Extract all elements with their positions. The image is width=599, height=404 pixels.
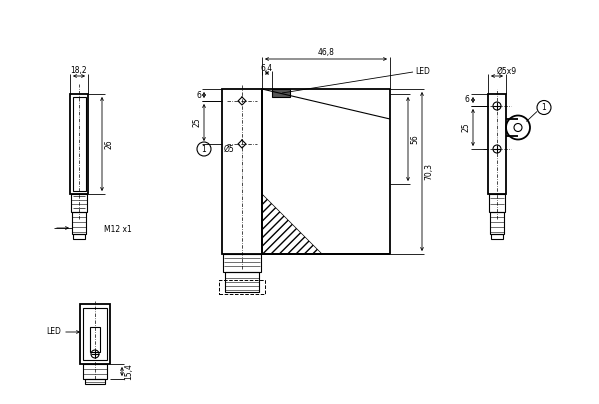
Bar (70, 94, 88, 194)
Text: 56: 56 (410, 134, 419, 144)
Text: 25: 25 (192, 118, 201, 127)
Text: 18,2: 18,2 (71, 65, 87, 74)
Text: Ø5x9: Ø5x9 (497, 67, 517, 76)
Bar (225, 272, 259, 292)
Bar (222, 89, 262, 254)
Bar (83, 364, 107, 379)
Bar (490, 212, 504, 234)
Text: 15,4: 15,4 (125, 363, 134, 380)
Bar (262, 89, 390, 254)
Bar (491, 234, 503, 239)
Bar (80, 304, 110, 364)
Bar (223, 254, 261, 272)
Text: LED: LED (46, 328, 61, 337)
Text: 46,8: 46,8 (317, 48, 334, 57)
Bar (72, 212, 86, 234)
Text: 1: 1 (541, 103, 546, 112)
Bar (72, 97, 86, 191)
Text: M12 x1: M12 x1 (104, 225, 132, 234)
Text: 25: 25 (461, 123, 470, 133)
Text: 6: 6 (465, 95, 470, 105)
Bar (219, 280, 265, 294)
Bar (272, 89, 290, 97)
Text: 70,3: 70,3 (425, 163, 434, 180)
Text: 6,4: 6,4 (261, 63, 273, 72)
Bar (73, 234, 85, 239)
Bar (489, 194, 505, 212)
Bar (83, 308, 107, 360)
Bar (71, 194, 87, 212)
Bar (85, 379, 105, 384)
Text: 6: 6 (196, 90, 201, 99)
Text: 1: 1 (202, 145, 207, 154)
Bar (90, 327, 100, 352)
Text: 26: 26 (104, 139, 113, 149)
Text: Ø5: Ø5 (224, 145, 235, 154)
Bar (488, 94, 506, 194)
Text: LED: LED (415, 67, 430, 76)
